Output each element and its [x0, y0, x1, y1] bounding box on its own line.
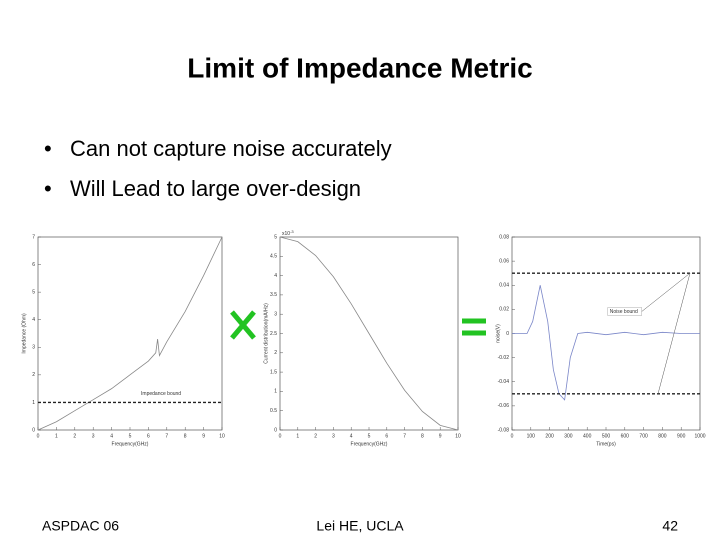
- times-sign: [230, 310, 256, 340]
- y-tick-label: 5: [274, 234, 277, 240]
- y-axis-label: noise(V): [495, 324, 501, 343]
- x-tick-label: 7: [403, 433, 406, 439]
- bullet-dot: •: [44, 136, 52, 161]
- x-tick-label: 1000: [694, 433, 705, 439]
- y-tick-label: 1: [32, 400, 35, 406]
- x-tick-label: 9: [439, 433, 442, 439]
- y-tick-label: -0.06: [498, 403, 510, 409]
- bound-leader: [641, 272, 691, 394]
- x-tick-label: 800: [658, 433, 667, 439]
- y-tick-label: 0.02: [499, 307, 509, 313]
- y-tick-label: -0.04: [498, 379, 510, 385]
- y-tick-label: 6: [32, 262, 35, 268]
- y-tick-label: 0: [274, 427, 277, 433]
- x-tick-label: 2: [73, 433, 76, 439]
- x-axis-label: Frequency(GHz): [112, 441, 149, 447]
- x-tick-label: 0: [37, 433, 40, 439]
- y-tick-label: 5: [32, 289, 35, 295]
- x-tick-label: 8: [184, 433, 187, 439]
- x-axis-label: Time(ps): [596, 441, 616, 447]
- x-tick-label: 0: [511, 433, 514, 439]
- x-tick-label: 5: [368, 433, 371, 439]
- series-line: [279, 236, 459, 431]
- y-tick-label: -0.08: [498, 427, 510, 433]
- bullet: Can not capture noise accurately: [70, 136, 392, 161]
- y-tick-label: 7: [32, 234, 35, 240]
- y-tick-label: 0.08: [499, 234, 509, 240]
- y-tick-label: 3.5: [270, 292, 277, 298]
- y-tick-label: 0.06: [499, 258, 509, 264]
- y-tick-label: 0: [32, 427, 35, 433]
- y-tick-label: 0.04: [499, 283, 509, 289]
- x-tick-label: 9: [202, 433, 205, 439]
- y-tick-label: 3: [274, 312, 277, 318]
- x-tick-label: 1: [296, 433, 299, 439]
- y-tick-label: 0: [506, 331, 509, 337]
- y-axis-label: Impedance (Ohm): [21, 313, 27, 354]
- x-tick-label: 2: [314, 433, 317, 439]
- x-tick-label: 600: [621, 433, 630, 439]
- x-tick-label: 4: [350, 433, 353, 439]
- x-tick-label: 300: [564, 433, 573, 439]
- x-tick-label: 10: [219, 433, 225, 439]
- x-tick-label: 700: [639, 433, 648, 439]
- bullet-dot: •: [44, 176, 52, 201]
- footer-center: Lei HE, UCLA: [316, 518, 404, 534]
- x-tick-label: 5: [129, 433, 132, 439]
- y-scale-exp: -3: [290, 229, 294, 234]
- y-tick-label: 4: [274, 273, 277, 279]
- y-tick-label: 1: [274, 389, 277, 395]
- y-tick-label: 2: [274, 350, 277, 356]
- y-tick-label: 4.5: [270, 254, 277, 260]
- x-tick-label: 400: [583, 433, 592, 439]
- x-tick-label: 100: [527, 433, 536, 439]
- y-scale-label: x10-3: [282, 229, 294, 237]
- x-tick-label: 3: [92, 433, 95, 439]
- y-tick-label: 0.5: [270, 408, 277, 414]
- footer-left: ASPDAC 06: [42, 518, 119, 534]
- x-tick-label: 500: [602, 433, 611, 439]
- y-tick-label: 1.5: [270, 369, 277, 375]
- x-tick-label: 10: [455, 433, 461, 439]
- bound-label: Noise bound: [610, 309, 638, 315]
- plot-frame: [37, 236, 223, 431]
- series-line: [37, 236, 223, 431]
- series-line: [512, 285, 700, 401]
- y-tick-label: 3: [32, 345, 35, 351]
- x-tick-label: 1: [55, 433, 58, 439]
- x-tick-label: 6: [385, 433, 388, 439]
- y-axis-label: Current distribution(mA/Hz): [263, 303, 269, 364]
- slide-title: Limit of Impedance Metric: [187, 52, 532, 83]
- equals-sign: [462, 318, 486, 336]
- x-tick-label: 8: [421, 433, 424, 439]
- bullet: Will Lead to large over-design: [70, 176, 361, 201]
- y-tick-label: 2: [32, 372, 35, 378]
- x-axis-label: Frequency(GHz): [351, 441, 388, 447]
- bound-label: Impedance bound: [141, 391, 181, 397]
- x-tick-label: 0: [279, 433, 282, 439]
- x-tick-label: 900: [677, 433, 686, 439]
- y-tick-label: 2.5: [270, 331, 277, 337]
- x-tick-label: 200: [545, 433, 554, 439]
- y-tick-label: -0.02: [498, 355, 510, 361]
- y-tick-label: 4: [32, 317, 35, 323]
- footer-right: 42: [662, 518, 678, 534]
- x-tick-label: 6: [147, 433, 150, 439]
- x-tick-label: 7: [165, 433, 168, 439]
- plot-frame: [511, 236, 701, 431]
- x-tick-label: 3: [332, 433, 335, 439]
- y-scale-base: x10: [282, 231, 290, 237]
- x-tick-label: 4: [110, 433, 113, 439]
